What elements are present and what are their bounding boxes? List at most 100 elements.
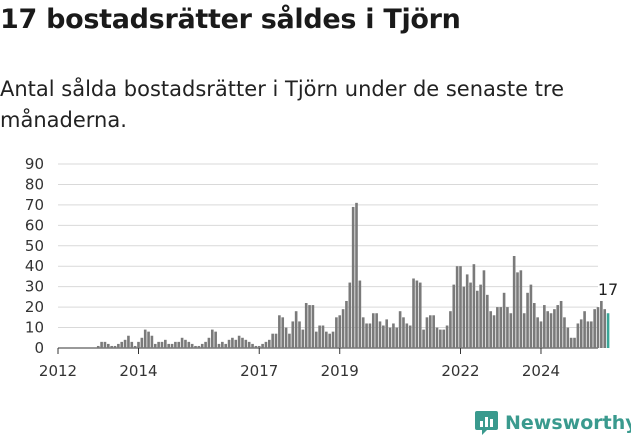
bar — [204, 341, 207, 348]
bar — [519, 270, 523, 348]
bar — [596, 307, 600, 348]
bar — [348, 282, 352, 348]
bar — [378, 321, 382, 348]
bar — [170, 343, 174, 348]
y-tick-label: 30 — [25, 278, 44, 296]
bar — [462, 286, 466, 348]
bar — [422, 329, 425, 348]
bar — [368, 323, 372, 348]
bar — [268, 339, 271, 348]
bar — [388, 327, 392, 348]
y-tick-label: 0 — [34, 339, 44, 357]
bar — [127, 335, 130, 348]
bar — [412, 278, 415, 348]
bar — [361, 317, 365, 348]
y-tick-label: 80 — [25, 175, 44, 193]
bar — [153, 343, 157, 348]
bar — [264, 341, 268, 348]
bar — [445, 325, 449, 348]
bar — [197, 345, 201, 348]
bar — [271, 333, 274, 348]
bar — [231, 337, 234, 348]
brand-name: Newsworthy — [505, 412, 631, 434]
bar — [593, 309, 596, 348]
bar — [244, 339, 248, 348]
bar — [335, 317, 338, 348]
bar — [382, 325, 385, 348]
bar — [358, 280, 362, 348]
bar — [509, 313, 513, 348]
bar — [120, 341, 124, 348]
bar — [288, 333, 291, 348]
newsworthy-chart-icon — [475, 410, 498, 435]
bar — [190, 343, 194, 348]
bar — [157, 341, 160, 348]
x-tick-label: 2017 — [240, 362, 278, 380]
bar — [123, 339, 127, 348]
bar — [224, 343, 228, 348]
bar — [298, 321, 301, 348]
chart-subtitle: Antal sålda bostadsrätter i Tjörn under … — [0, 77, 565, 132]
bar — [506, 307, 509, 348]
bar — [522, 313, 526, 348]
bar — [549, 313, 553, 348]
bar — [241, 337, 244, 348]
bar — [281, 317, 285, 348]
bar — [278, 315, 281, 348]
bar — [435, 327, 439, 348]
x-tick-label: 2024 — [522, 362, 560, 380]
bar — [398, 311, 402, 348]
bar — [365, 323, 368, 348]
bar — [482, 270, 486, 348]
bar — [325, 331, 328, 348]
bar — [318, 325, 321, 348]
bar — [147, 331, 150, 348]
bar — [469, 282, 472, 348]
bar-chart: 0 10 20 30 40 50 60 70 80 90 2012 2014 2017 2019 2022 2… — [25, 155, 618, 380]
bar — [321, 325, 325, 348]
bar — [143, 329, 147, 348]
bar — [576, 323, 580, 348]
bar — [385, 319, 389, 348]
bar — [194, 345, 197, 348]
bar — [103, 341, 107, 348]
bar — [345, 300, 348, 348]
bar — [472, 264, 476, 348]
last-value-label: 17 — [598, 280, 618, 299]
bar — [402, 317, 405, 348]
bar — [328, 333, 331, 348]
bar — [405, 323, 409, 348]
bar — [496, 307, 499, 348]
bar — [465, 274, 469, 348]
bar — [160, 341, 164, 348]
bar — [351, 206, 355, 348]
bar — [254, 345, 258, 348]
x-tick-label: 2022 — [441, 362, 479, 380]
bar — [600, 300, 603, 348]
bar — [113, 345, 117, 348]
bar — [257, 345, 261, 348]
bar — [140, 337, 144, 348]
bar — [314, 331, 318, 348]
bar — [439, 329, 442, 348]
bar — [603, 309, 607, 348]
bar — [492, 315, 496, 348]
bar — [301, 329, 305, 348]
bar — [291, 321, 295, 348]
bar — [512, 256, 516, 348]
bar — [526, 292, 529, 348]
bar — [428, 315, 432, 348]
bar-highlight — [606, 313, 610, 348]
bar — [516, 272, 519, 348]
bar — [556, 305, 560, 348]
bar — [452, 284, 456, 348]
bar — [583, 311, 586, 348]
x-tick-label: 2012 — [39, 362, 77, 380]
bar — [100, 341, 103, 348]
bar — [331, 331, 335, 348]
bar — [164, 339, 167, 348]
bar — [174, 341, 177, 348]
bar — [180, 337, 184, 348]
bar — [150, 335, 154, 348]
bar — [392, 323, 395, 348]
